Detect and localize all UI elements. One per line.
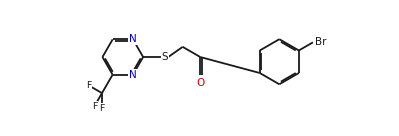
Text: N: N — [129, 70, 137, 80]
Text: O: O — [197, 78, 205, 88]
Text: S: S — [162, 52, 168, 62]
Text: N: N — [129, 34, 137, 44]
Text: Br: Br — [316, 37, 327, 47]
Text: F: F — [86, 81, 92, 90]
Text: F: F — [99, 104, 105, 113]
Text: F: F — [92, 102, 97, 111]
